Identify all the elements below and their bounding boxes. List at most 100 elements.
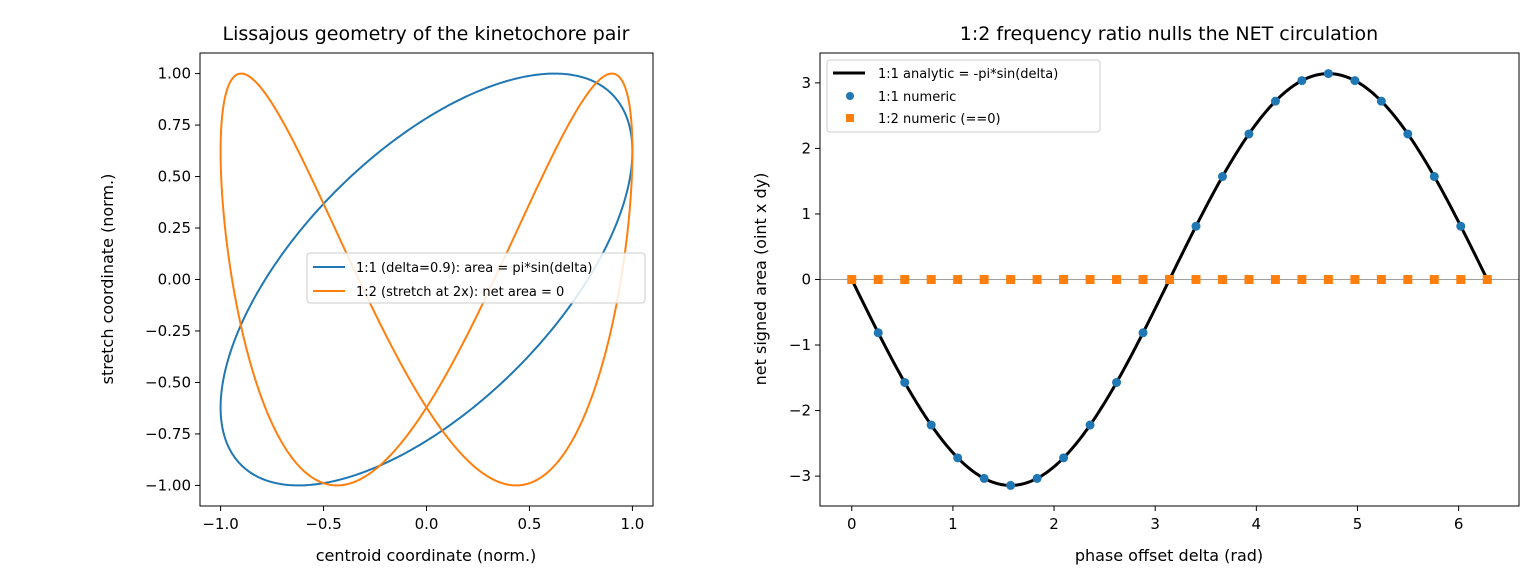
- right-zero-point: [900, 275, 910, 284]
- left-chart-title: Lissajous geometry of the kinetochore pa…: [223, 23, 630, 45]
- right-numeric-point: [900, 377, 910, 387]
- right-zero-point: [1085, 275, 1095, 284]
- right-zero-point: [979, 275, 989, 284]
- left-x-tick-label: 0.0: [415, 515, 439, 533]
- right-x-tick-label: 6: [1454, 515, 1464, 533]
- right-zero-point: [1482, 275, 1492, 284]
- left-y-tick-label: 0.75: [158, 116, 191, 134]
- right-legend-box: [826, 59, 1101, 133]
- right-chart-title: 1:2 frequency ratio nulls the NET circul…: [960, 23, 1378, 45]
- right-zero-point: [1059, 275, 1069, 284]
- right-legend-label-1: 1:1 analytic = -pi*sin(delta): [878, 67, 1058, 82]
- right-x-tick-label: 0: [847, 515, 857, 533]
- right-zero-point: [1244, 275, 1254, 284]
- right-y-tick-label: −2: [789, 402, 811, 420]
- left-x-ticks: −1.0 −0.5 0.0 0.5 1.0: [202, 506, 644, 533]
- left-legend-label-1: 1:1 (delta=0.9): area = pi*sin(delta): [356, 261, 592, 276]
- right-zero-point: [1191, 275, 1201, 284]
- left-legend-box: [306, 252, 646, 304]
- right-chart: 1:2 frequency ratio nulls the NET circul…: [751, 23, 1520, 565]
- right-zero-point: [1006, 275, 1016, 284]
- right-numeric-point: [1456, 221, 1466, 231]
- right-legend-label-3: 1:2 numeric (==0): [878, 112, 1001, 127]
- left-plot-area: [219, 72, 634, 487]
- right-numeric-point: [1376, 96, 1386, 106]
- left-y-tick-label: −1.00: [145, 476, 191, 494]
- left-x-axis-label: centroid coordinate (norm.): [316, 546, 537, 565]
- right-zero-point: [1403, 275, 1413, 284]
- right-numeric-point: [1085, 420, 1095, 430]
- left-x-tick-label: −0.5: [305, 515, 341, 533]
- right-y-tick-label: −1: [789, 336, 811, 354]
- right-legend-swatch-3: [846, 114, 854, 122]
- right-y-tick-label: 1: [801, 205, 811, 223]
- right-numeric-point: [1403, 129, 1413, 139]
- left-legend: 1:1 (delta=0.9): area = pi*sin(delta) 1:…: [306, 252, 646, 304]
- left-y-tick-label: 0.00: [158, 271, 191, 289]
- right-numeric-point: [1138, 328, 1148, 338]
- right-y-axis-label: net signed area (oint x dy): [751, 173, 770, 386]
- right-numeric-point: [1297, 76, 1307, 86]
- right-numeric-point: [873, 328, 883, 338]
- right-zero-point: [1297, 275, 1307, 284]
- right-zero-point: [1217, 275, 1227, 284]
- left-y-tick-label: 0.25: [158, 219, 191, 237]
- right-x-tick-label: 1: [948, 515, 958, 533]
- right-numeric-point: [1350, 76, 1360, 86]
- left-y-tick-label: −0.25: [145, 322, 191, 340]
- right-numeric-point: [1112, 377, 1122, 387]
- left-chart: Lissajous geometry of the kinetochore pa…: [98, 23, 654, 565]
- right-zero-point: [926, 275, 936, 284]
- left-y-tick-label: −0.50: [145, 373, 191, 391]
- right-y-tick-label: 3: [801, 74, 811, 92]
- right-x-ticks: 0 1 2 3 4 5 6: [847, 506, 1463, 533]
- left-legend-label-2: 1:2 (stretch at 2x): net area = 0: [356, 285, 564, 300]
- left-y-tick-label: −0.75: [145, 425, 191, 443]
- right-zero-point: [1350, 275, 1360, 284]
- left-y-tick-label: 0.50: [158, 168, 191, 186]
- right-y-tick-label: 2: [801, 139, 811, 157]
- right-numeric-point: [1032, 473, 1042, 483]
- right-x-tick-label: 4: [1252, 515, 1262, 533]
- right-numeric-point: [953, 453, 963, 463]
- right-zero-point: [1270, 275, 1280, 284]
- right-zero-point: [953, 275, 963, 284]
- right-zero-point: [1138, 275, 1148, 284]
- right-x-tick-label: 3: [1150, 515, 1160, 533]
- left-y-tick-label: 1.00: [158, 65, 191, 83]
- right-numeric-point: [979, 473, 989, 483]
- right-zero-point: [873, 275, 883, 284]
- right-numeric-point: [1429, 172, 1439, 182]
- left-x-tick-label: 0.5: [518, 515, 542, 533]
- right-legend: 1:1 analytic = -pi*sin(delta) 1:1 numeri…: [826, 59, 1101, 133]
- right-plot-area: [820, 69, 1519, 490]
- right-y-ticks: 3 2 1 0 −1 −2 −3: [789, 74, 820, 485]
- right-zero-point: [1165, 275, 1175, 284]
- left-series-line-1: [219, 72, 634, 487]
- right-numeric-point: [1217, 172, 1227, 182]
- right-y-tick-label: −3: [789, 467, 811, 485]
- right-zero-point: [1429, 275, 1439, 284]
- right-x-tick-label: 2: [1049, 515, 1059, 533]
- left-y-ticks: 1.00 0.75 0.50 0.25 0.00 −0.25 −0.50 −0.75 −1.00: [145, 65, 200, 494]
- right-x-tick-label: 5: [1353, 515, 1363, 533]
- right-zero-point: [1112, 275, 1122, 284]
- left-series-line-2: [219, 72, 634, 487]
- right-numeric-point: [1270, 96, 1280, 106]
- right-zero-point: [847, 275, 857, 284]
- right-numeric-point: [1191, 221, 1201, 231]
- right-numeric-point: [1006, 480, 1016, 490]
- right-numeric-point: [926, 420, 936, 430]
- right-zero-point: [1032, 275, 1042, 284]
- right-numeric-point: [1059, 453, 1069, 463]
- right-y-tick-label: 0: [801, 271, 811, 289]
- right-zero-point: [1376, 275, 1386, 284]
- right-numeric-point: [1244, 129, 1254, 139]
- left-x-tick-label: 1.0: [620, 515, 644, 533]
- right-x-axis-label: phase offset delta (rad): [1075, 546, 1263, 565]
- left-y-axis-label: stretch coordinate (norm.): [98, 174, 117, 385]
- right-zero-point: [1323, 275, 1333, 284]
- left-x-tick-label: −1.0: [202, 515, 238, 533]
